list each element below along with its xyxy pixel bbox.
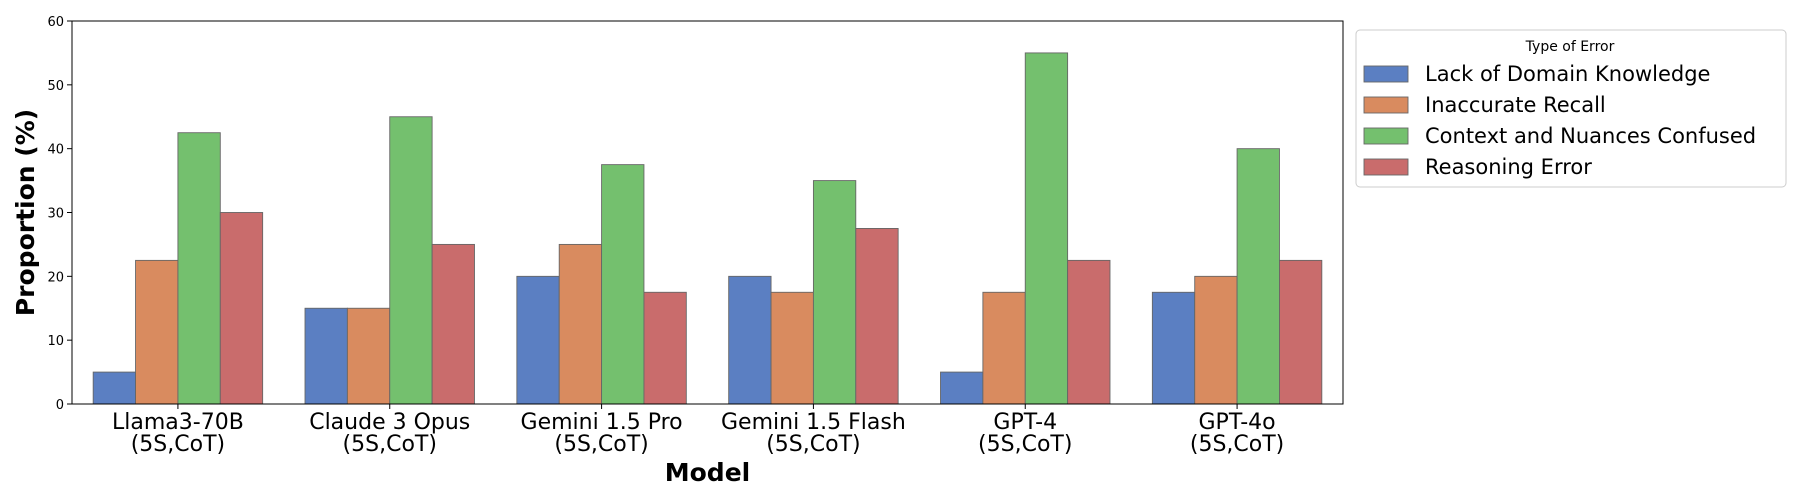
- x-tick-label: GPT-4 (5S,CoT): [978, 410, 1072, 457]
- bar: [431, 243, 475, 405]
- x-tick-label-line: Gemini 1.5 Pro: [521, 410, 683, 435]
- x-tick-label-line: (5S,CoT): [131, 432, 225, 457]
- y-tick-label: 60: [47, 15, 64, 30]
- legend-swatch: [1363, 158, 1409, 176]
- bar: [219, 212, 264, 405]
- bar: [516, 275, 560, 405]
- bars-layer: [92, 52, 1323, 405]
- x-tick-label-line: GPT-4: [993, 410, 1057, 435]
- legend-label: Inaccurate Recall: [1425, 93, 1606, 117]
- legend-label: Reasoning Error: [1425, 155, 1592, 179]
- legend-box: [1355, 29, 1787, 188]
- bar: [1194, 275, 1238, 405]
- bar: [812, 180, 857, 405]
- y-tick-label: 20: [47, 270, 64, 285]
- x-tick-label: Gemini 1.5 Pro (5S,CoT): [521, 410, 683, 457]
- x-tick-label-line: (5S,CoT): [554, 432, 648, 457]
- legend-label: Context and Nuances Confused: [1425, 124, 1756, 148]
- x-tick-label: Gemini 1.5 Flash (5S,CoT): [721, 410, 906, 457]
- bar: [346, 307, 391, 405]
- x-axis-ticks: Llama3-70B (5S,CoT)Claude 3 Opus (5S,CoT)G…: [112, 404, 1284, 457]
- x-tick-label-line: (5S,CoT): [766, 432, 860, 457]
- legend: Type of Error Lack of Domain Knowledge In…: [1355, 29, 1787, 188]
- x-tick-label: Claude 3 Opus (5S,CoT): [309, 410, 470, 457]
- y-axis-title: Proportion (%): [11, 109, 40, 316]
- y-tick-label: 0: [56, 398, 64, 413]
- bar: [728, 275, 772, 405]
- bar: [135, 259, 179, 405]
- bar: [389, 116, 433, 405]
- x-tick-label-line: Gemini 1.5 Flash: [721, 410, 906, 435]
- legend-label: Lack of Domain Knowledge: [1425, 62, 1710, 86]
- bar: [601, 164, 645, 405]
- y-tick-label: 30: [47, 207, 64, 222]
- bar: [770, 291, 814, 405]
- x-tick-label-line: Llama3-70B: [112, 410, 244, 435]
- bar: [558, 243, 603, 405]
- bar: [855, 228, 899, 405]
- y-axis-ticks: 0 10 20 30 40 50 60: [47, 15, 72, 413]
- y-tick-label: 50: [47, 79, 64, 94]
- x-axis-title: Model: [665, 458, 750, 487]
- bar: [177, 132, 221, 405]
- legend-title: Type of Error: [1525, 39, 1615, 55]
- bar: [1151, 291, 1196, 405]
- legend-items: Lack of Domain Knowledge Inaccurate Recal…: [1363, 62, 1756, 179]
- bar: [304, 307, 348, 405]
- x-tick-label-line: (5S,CoT): [343, 432, 437, 457]
- y-tick-label: 40: [47, 143, 64, 158]
- x-tick-label-line: GPT-4o: [1199, 410, 1276, 435]
- x-tick-label: GPT-4o (5S,CoT): [1190, 410, 1284, 457]
- bar: [1236, 148, 1280, 405]
- x-tick-label-line: (5S,CoT): [978, 432, 1072, 457]
- legend-swatch: [1363, 127, 1409, 145]
- bar: [940, 371, 984, 405]
- x-tick-label: Llama3-70B (5S,CoT): [112, 410, 244, 457]
- bar: [1278, 259, 1323, 405]
- x-tick-label-line: Claude 3 Opus: [309, 410, 470, 435]
- bar: [1024, 52, 1069, 405]
- x-tick-label-line: (5S,CoT): [1190, 432, 1284, 457]
- bar: [1067, 259, 1111, 405]
- bar: [92, 371, 136, 405]
- legend-swatch: [1363, 65, 1409, 83]
- bar: [643, 291, 687, 405]
- y-tick-label: 10: [47, 334, 64, 349]
- legend-swatch: [1363, 96, 1409, 114]
- bar: [982, 291, 1026, 405]
